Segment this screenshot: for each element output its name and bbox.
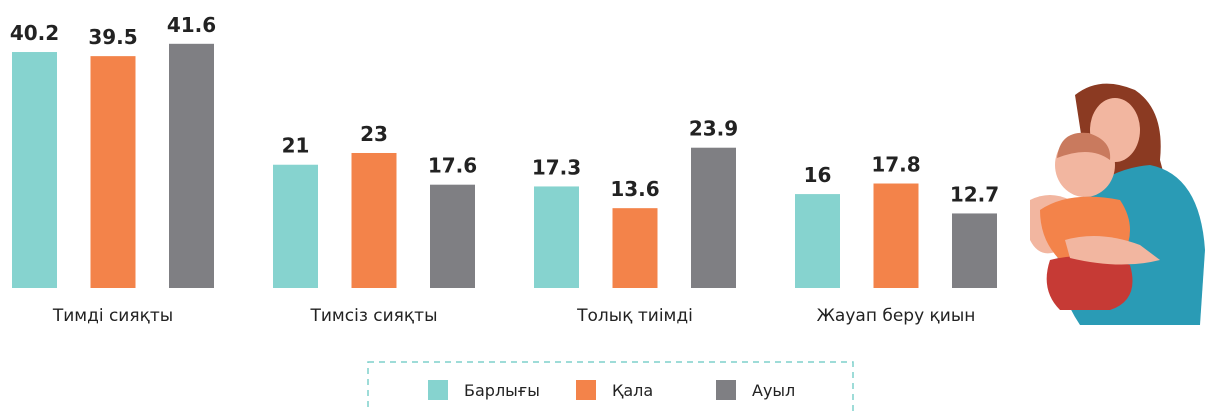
bar (691, 148, 736, 288)
bar (795, 194, 840, 288)
bar (91, 56, 136, 288)
bar (952, 213, 997, 288)
value-label: 17.8 (871, 153, 920, 177)
legend-swatch (716, 380, 736, 400)
legend-swatch (428, 380, 448, 400)
legend-label: Ауыл (752, 381, 795, 400)
legend-swatch (576, 380, 596, 400)
value-label: 17.3 (532, 155, 581, 179)
value-label: 23 (360, 122, 388, 146)
chart: 40.2 39.5 41.6 Тимді сияқты 21 23 17.6 Тимсіз с… (0, 0, 1210, 412)
value-label: 16 (804, 163, 832, 187)
category-label: Тимсіз сияқты (310, 306, 438, 326)
value-label: 12.7 (950, 182, 999, 206)
bar (352, 153, 397, 288)
bar (874, 184, 919, 288)
bar (534, 186, 579, 288)
value-label: 40.2 (10, 21, 59, 45)
value-label: 39.5 (88, 25, 137, 49)
value-label: 13.6 (610, 177, 659, 201)
value-label: 23.9 (689, 117, 738, 141)
category-label: Тимді сияқты (52, 306, 173, 326)
category-label: Жауап беру қиын (817, 306, 976, 326)
value-label: 21 (282, 134, 310, 158)
legend-label: Барлығы (464, 381, 540, 400)
value-label: 41.6 (167, 13, 216, 37)
bar (430, 185, 475, 288)
bar (169, 44, 214, 288)
bar (12, 52, 57, 288)
category-label: Толық тиімді (576, 306, 693, 326)
bar (613, 208, 658, 288)
bar (273, 165, 318, 288)
legend-label: Қала (612, 381, 653, 400)
value-label: 17.6 (428, 154, 477, 178)
illustration (1030, 84, 1205, 325)
